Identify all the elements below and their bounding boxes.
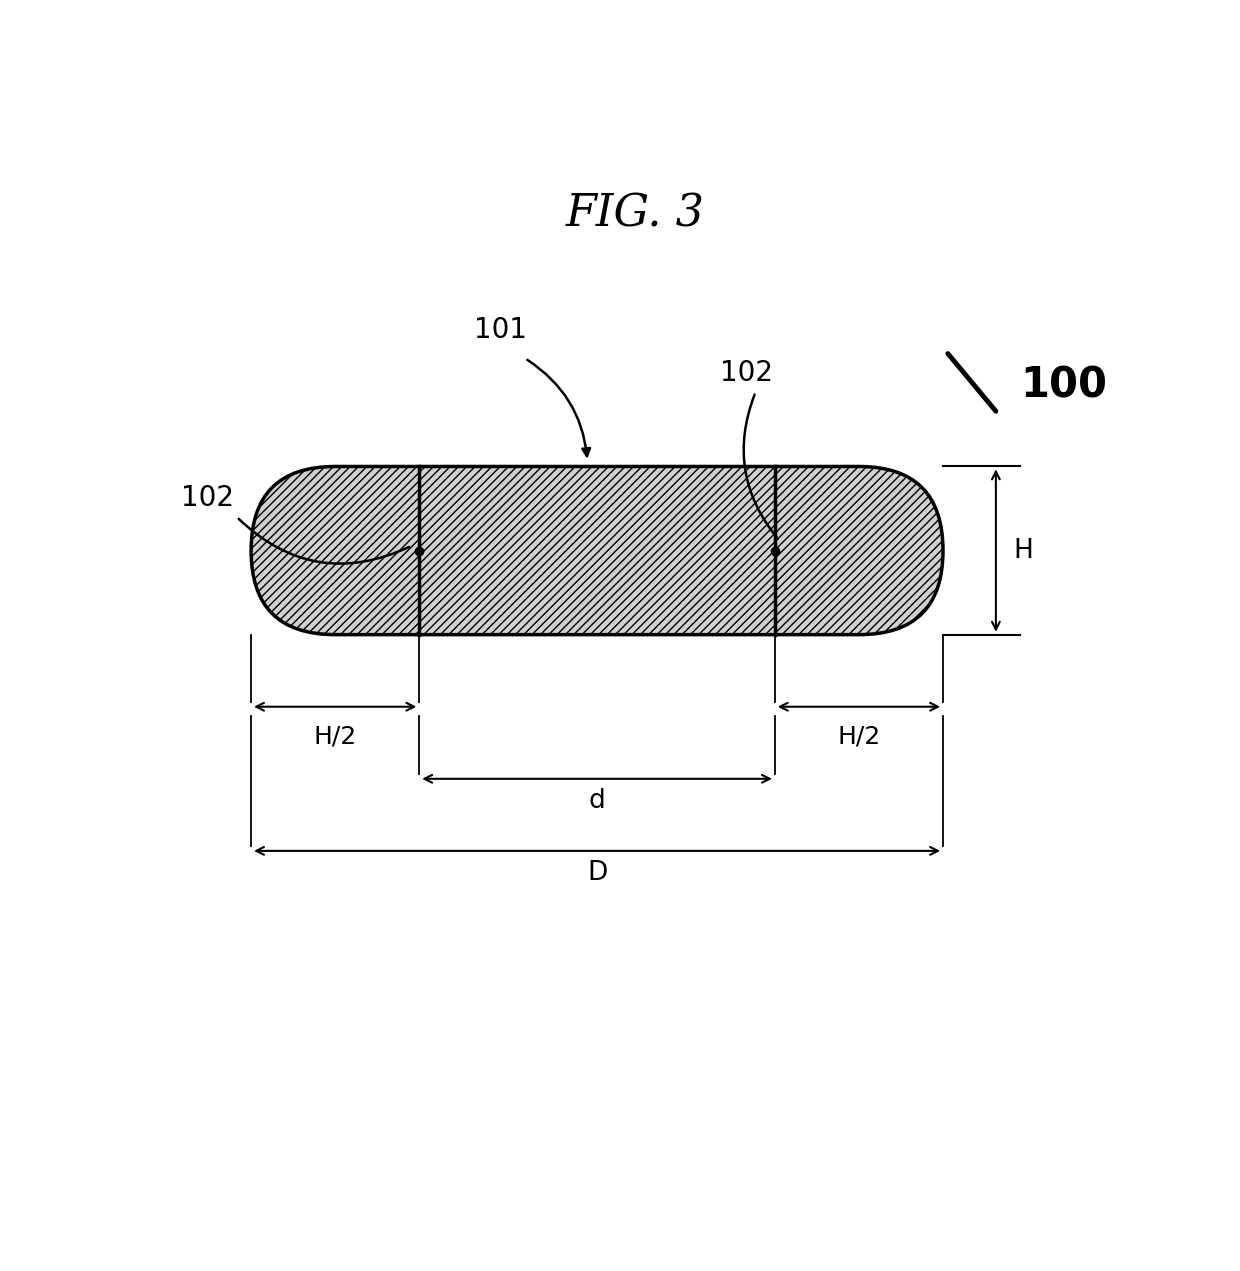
Text: 102: 102 (181, 484, 234, 512)
Text: d: d (589, 788, 605, 815)
Text: H/2: H/2 (837, 724, 880, 749)
Text: H: H (1013, 538, 1033, 563)
Text: H/2: H/2 (314, 724, 357, 749)
Text: 102: 102 (719, 360, 773, 388)
Text: FIG. 3: FIG. 3 (565, 193, 706, 236)
Text: 101: 101 (475, 316, 527, 344)
FancyBboxPatch shape (250, 466, 944, 634)
Text: 100: 100 (1019, 365, 1107, 407)
Text: D: D (587, 860, 608, 886)
